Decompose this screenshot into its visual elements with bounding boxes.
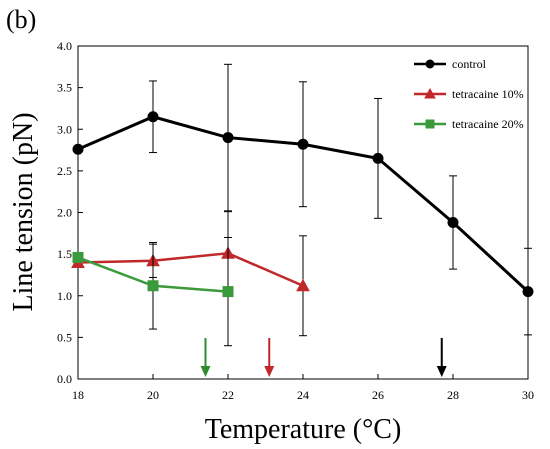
legend-label: tetracaine 20%: [452, 117, 524, 131]
data-point: [222, 132, 234, 144]
data-point: [222, 286, 234, 298]
data-point: [372, 152, 384, 164]
transition-arrow: [436, 338, 447, 377]
y-tick-label: 0.5: [57, 330, 72, 344]
data-point: [296, 278, 310, 292]
arrow-head: [264, 366, 275, 377]
panel-label: (b): [6, 5, 36, 34]
data-point: [425, 119, 435, 129]
x-tick-label: 30: [522, 388, 534, 402]
series-tetracaine-10-: [71, 211, 310, 337]
arrow-head: [200, 366, 211, 377]
data-point: [72, 143, 84, 155]
data-point: [147, 280, 159, 292]
x-tick-label: 22: [222, 388, 234, 402]
arrow-layer: [200, 338, 447, 377]
y-tick-label: 4.0: [57, 39, 72, 53]
y-tick-label: 3.0: [57, 122, 72, 136]
x-axis-label: Temperature (°C): [205, 414, 402, 445]
y-tick-label: 2.0: [57, 206, 72, 220]
legend-entry: tetracaine 20%: [414, 117, 524, 131]
legend-entry: tetracaine 10%: [414, 87, 524, 101]
data-point: [425, 59, 435, 69]
y-axis-ticks: 0.0 0.5 1.0 1.5 2.0 2.5 3.0 3.5 4.0: [57, 39, 83, 386]
data-point: [447, 216, 459, 228]
legend-entry: control: [414, 57, 487, 71]
y-tick-label: 1.0: [57, 289, 72, 303]
series-tetracaine-20-: [72, 236, 234, 347]
data-point: [424, 87, 436, 99]
x-tick-label: 28: [447, 388, 459, 402]
transition-arrow: [200, 338, 211, 377]
y-tick-label: 2.5: [57, 164, 72, 178]
x-axis-ticks: 18 20 22 24 26 28 30: [72, 374, 534, 402]
data-point: [297, 138, 309, 150]
x-tick-label: 20: [147, 388, 159, 402]
series-control: [72, 63, 534, 336]
series-layer: [71, 63, 534, 347]
y-axis-label: Line tension (pN): [8, 112, 39, 311]
y-tick-label: 0.0: [57, 372, 72, 386]
legend: control tetracaine 10% tetracaine 20%: [414, 57, 524, 131]
series-line: [77, 252, 304, 287]
y-tick-label: 3.5: [57, 81, 72, 95]
arrow-head: [436, 366, 447, 377]
data-point: [147, 111, 159, 123]
legend-label: tetracaine 10%: [452, 87, 524, 101]
x-tick-label: 24: [297, 388, 309, 402]
transition-arrow: [264, 338, 275, 377]
x-tick-label: 26: [372, 388, 384, 402]
legend-label: control: [452, 57, 487, 71]
data-point: [522, 286, 534, 298]
y-tick-label: 1.5: [57, 247, 72, 261]
data-point: [72, 251, 84, 263]
x-tick-label: 18: [72, 388, 84, 402]
